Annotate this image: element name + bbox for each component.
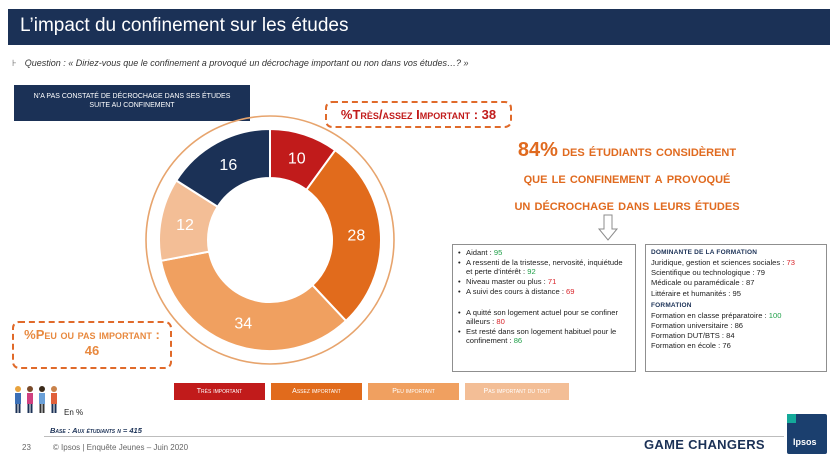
summary-low-value: 46 bbox=[84, 343, 100, 359]
training-domain-item-label: Médicale ou paramédicale : bbox=[651, 278, 746, 288]
training-type-item: Formation DUT/BTS : 84 bbox=[651, 331, 821, 341]
donut-slice-label-3: 12 bbox=[176, 217, 194, 234]
donut-slice-label-4: 16 bbox=[219, 157, 237, 174]
training-type-item-label: Formation universitaire : bbox=[651, 320, 735, 330]
training-domain-item: Juridique, gestion et sciences sociales … bbox=[651, 258, 821, 268]
donut-slice-label-0: 10 bbox=[288, 151, 306, 168]
training-list-2: Formation en classe préparatoire : 100 Fo… bbox=[651, 311, 821, 352]
reason-item-label: Aidant : bbox=[466, 248, 494, 257]
reasons-list: Aidant : 95A ressenti de la tristesse, n… bbox=[457, 248, 631, 345]
source-note: © Ipsos | Enquête Jeunes – Juin 2020 bbox=[52, 443, 189, 452]
reason-item-value: 71 bbox=[547, 277, 557, 287]
training-type-item-label: Formation en école : bbox=[651, 341, 723, 351]
question-marker: ⊦ bbox=[12, 58, 17, 68]
title-bar: L’impact du confinement sur les études bbox=[8, 9, 830, 45]
training-heading-1: Dominante de la formation bbox=[651, 249, 758, 256]
training-domain-item-value: 95 bbox=[732, 288, 741, 298]
donut-outline bbox=[145, 115, 395, 365]
training-type-item-label: Formation DUT/BTS : bbox=[651, 331, 727, 341]
ipsos-logo: Ipsos bbox=[787, 414, 827, 454]
logo-text: Ipsos bbox=[793, 437, 817, 447]
headline: 84% des étudiants considèrent que le con… bbox=[462, 137, 792, 219]
reason-item-value: 92 bbox=[527, 267, 536, 277]
training-type-item-label: Formation en classe préparatoire : bbox=[651, 310, 769, 320]
training-type-item-value: 86 bbox=[734, 320, 744, 330]
donut-slice-4 bbox=[174, 127, 271, 209]
headline-rest: des étudiants considèrent bbox=[557, 143, 737, 160]
base-note: Base : Aux étudiants n = 415 bbox=[50, 426, 142, 435]
headline-line1: 84% des étudiants considèrent bbox=[462, 137, 792, 165]
headline-pct: 84% bbox=[517, 139, 558, 161]
donut-slice-label-2: 34 bbox=[234, 315, 252, 332]
headline-line2: que le confinement a provoqué bbox=[523, 170, 731, 187]
training-type-item-value: 76 bbox=[722, 341, 731, 351]
page-title: L’impact du confinement sur les études bbox=[20, 15, 349, 36]
training-domain-item-value: 87 bbox=[745, 278, 755, 288]
summary-high-label: %Très/assez Important bbox=[340, 107, 471, 122]
legend-item-3: Pas important du tout bbox=[465, 383, 569, 400]
question: ⊦ Question : « Diriez-vous que le confine… bbox=[12, 58, 468, 69]
summary-high-box: %Très/assez Important : 38 bbox=[325, 101, 512, 128]
legend-item-1: Assez important bbox=[271, 383, 362, 400]
footer: 23 © Ipsos | Enquête Jeunes – Juin 2020 bbox=[22, 443, 188, 452]
reason-item-value: 80 bbox=[496, 316, 505, 326]
training-heading-2: Formation bbox=[651, 301, 692, 309]
no-dropout-label: N’a pas constaté de décrochage dans ses … bbox=[14, 85, 250, 121]
reason-item-value: 95 bbox=[493, 248, 503, 257]
donut-chart: 10 28 34 12 16 bbox=[145, 115, 395, 365]
question-text: Question : « Diriez-vous que le confinem… bbox=[24, 58, 469, 68]
training-domain-item-label: Juridique, gestion et sciences sociales … bbox=[651, 257, 787, 267]
legend-item-2: Peu important bbox=[368, 383, 459, 400]
training-type-item-value: 84 bbox=[726, 331, 735, 341]
training-domain-item-label: Scientifique ou technologique : bbox=[651, 268, 757, 278]
reason-item-label: A quitté son logement actuel pour se con… bbox=[466, 307, 618, 326]
summary-low-label: %Peu ou pas important : bbox=[24, 327, 160, 342]
training-type-item: Formation universitaire : 86 bbox=[651, 321, 821, 331]
reason-item: A suivi des cours à distance : 69 bbox=[457, 287, 631, 296]
legend-item-0: Très important bbox=[174, 383, 265, 400]
reasons-box: Aidant : 95A ressenti de la tristesse, n… bbox=[452, 244, 636, 372]
training-domain-item: Scientifique ou technologique : 79 bbox=[651, 268, 821, 278]
reason-item-label: A ressenti de la tristesse, nervosité, i… bbox=[466, 258, 623, 277]
donut-slice-2 bbox=[159, 250, 348, 352]
training-domain-item: Littéraire et humanités : 95 bbox=[651, 289, 821, 299]
training-type-item-value: 100 bbox=[768, 310, 782, 320]
training-box: Dominante de la formation Juridique, ges… bbox=[645, 244, 827, 372]
brand-tagline: GAME CHANGERS bbox=[644, 437, 765, 452]
footer-rule bbox=[44, 436, 784, 437]
donut-slice-1 bbox=[305, 148, 382, 323]
reason-item: Est resté dans son logement habituel pou… bbox=[457, 327, 631, 345]
training-type-item: Formation en école : 76 bbox=[651, 341, 821, 351]
reason-item-value: 69 bbox=[566, 287, 575, 297]
reason-item: A quitté son logement actuel pour se con… bbox=[457, 308, 631, 326]
training-domain-item: Médicale ou paramédicale : 87 bbox=[651, 278, 821, 288]
reason-item-value: 86 bbox=[513, 335, 523, 345]
training-list-1: Juridique, gestion et sciences sociales … bbox=[651, 258, 821, 299]
training-type-item: Formation en classe préparatoire : 100 bbox=[651, 311, 821, 321]
page-number: 23 bbox=[22, 443, 31, 452]
headline-line3: un décrochage dans leurs études bbox=[514, 197, 740, 214]
reason-item-label: A suivi des cours à distance : bbox=[466, 287, 567, 297]
summary-high-value: 38 bbox=[481, 107, 497, 122]
reason-item: Niveau master ou plus : 71 bbox=[457, 277, 631, 286]
reason-item: A ressenti de la tristesse, nervosité, i… bbox=[457, 258, 631, 276]
training-domain-item-value: 73 bbox=[786, 257, 795, 267]
reason-item-label: Niveau master ou plus : bbox=[466, 277, 548, 287]
students-icon bbox=[15, 386, 57, 413]
unit-label: En % bbox=[64, 408, 84, 417]
training-domain-item-label: Littéraire et humanités : bbox=[651, 288, 733, 298]
reason-item-label: Est resté dans son logement habituel pou… bbox=[466, 326, 617, 345]
training-domain-item-value: 79 bbox=[756, 268, 765, 278]
donut-slice-label-1: 28 bbox=[347, 228, 365, 245]
reason-item: Aidant : 95 bbox=[457, 248, 631, 257]
summary-low-box: %Peu ou pas important : 46 bbox=[12, 321, 172, 369]
down-arrow-icon bbox=[597, 214, 619, 241]
